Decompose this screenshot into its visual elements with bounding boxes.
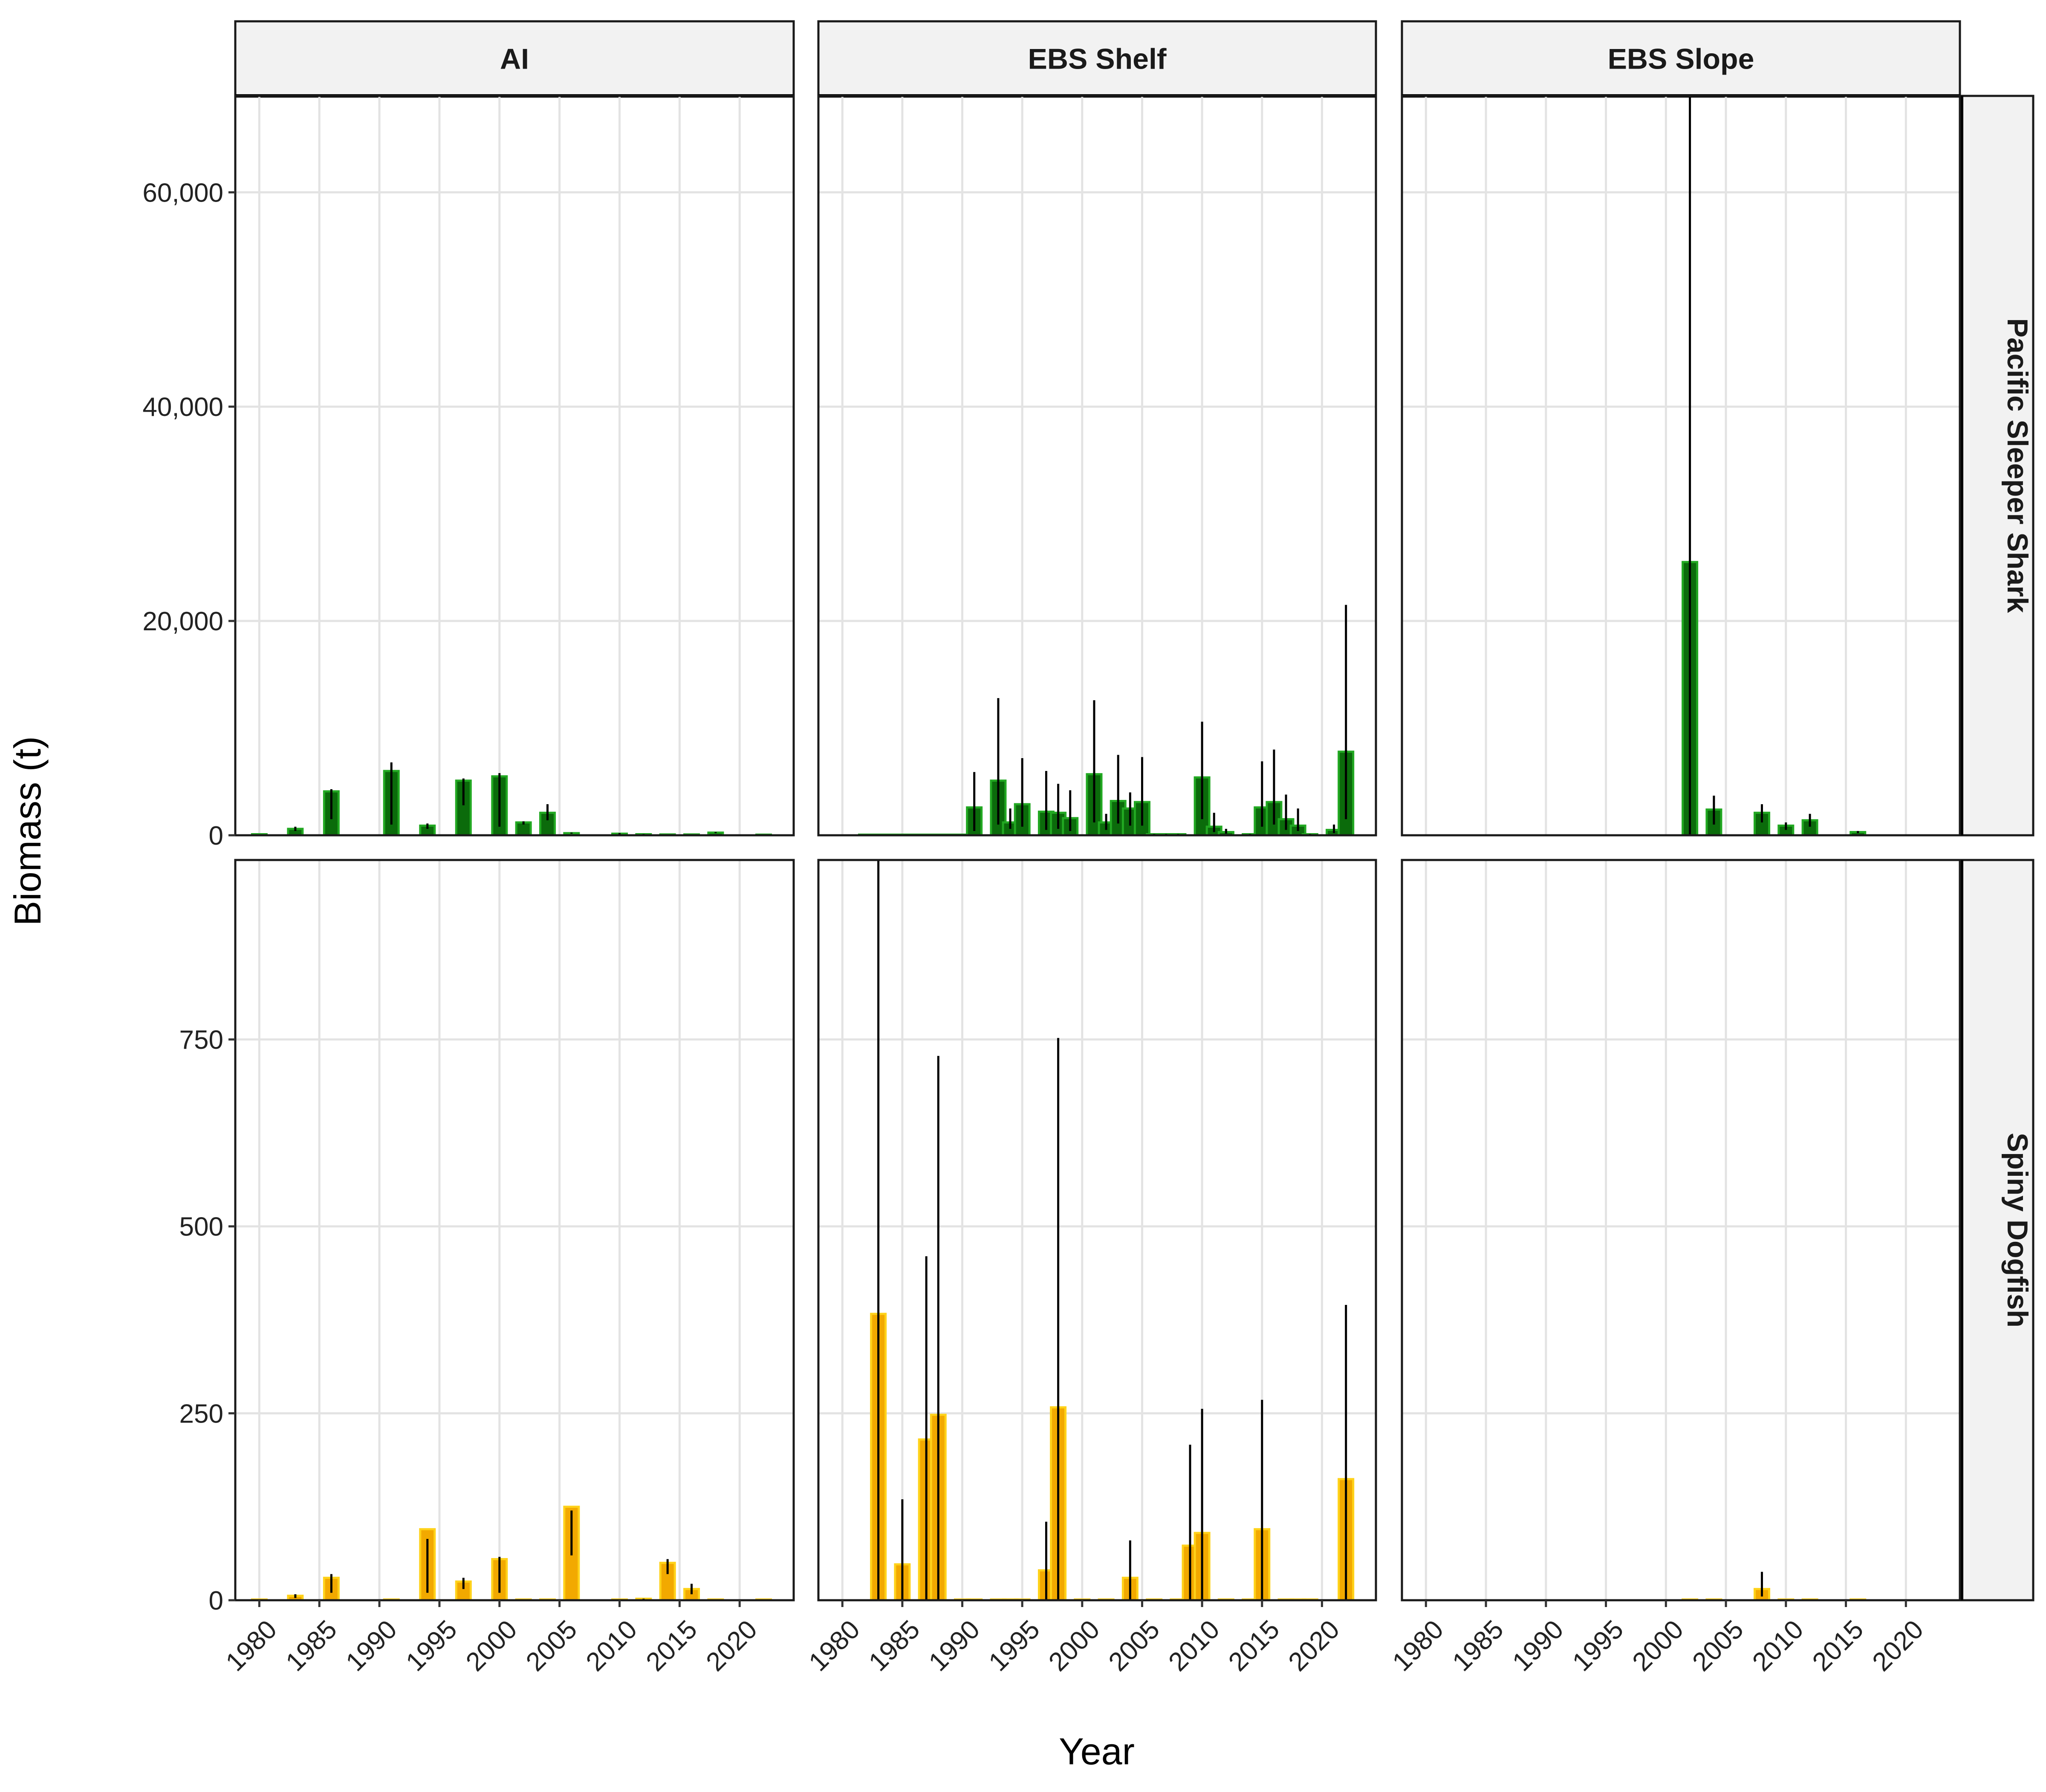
y-tick-label: 20,000 bbox=[142, 607, 223, 636]
panel-border bbox=[1401, 95, 1961, 837]
panel-spiny-dogfish-ai: 0250500750198019851990199520002005201020… bbox=[179, 859, 795, 1677]
panels-layer: AI EBS Shelf EBS Slope Pacific Sleeper Shar… bbox=[142, 20, 2034, 1677]
y-tick-label: 0 bbox=[209, 821, 223, 851]
column-strip-label: AI bbox=[500, 43, 529, 75]
row-strip-spiny-dogfish bbox=[1960, 859, 2034, 1602]
y-tick-label: 0 bbox=[209, 1586, 223, 1616]
y-tick-label: 250 bbox=[179, 1399, 223, 1428]
panel-pacific-sleeper-shark-ebs-slope bbox=[1401, 95, 1961, 837]
column-strip-label: EBS Slope bbox=[1608, 43, 1754, 75]
column-strip-label: EBS Shelf bbox=[1028, 43, 1167, 75]
panel-border bbox=[1401, 859, 1961, 1602]
panel-border bbox=[817, 859, 1377, 1602]
y-tick-label: 500 bbox=[179, 1212, 223, 1242]
column-strip-ai bbox=[234, 20, 795, 97]
row-strip-pacific-sleeper-shark bbox=[1960, 95, 2034, 837]
panel-border bbox=[234, 859, 795, 1602]
panel-border bbox=[234, 95, 795, 837]
panel-pacific-sleeper-shark-ebs-shelf bbox=[817, 95, 1377, 837]
x-axis-title: Year bbox=[1059, 1730, 1135, 1772]
y-tick-label: 60,000 bbox=[142, 178, 223, 208]
column-strip-ebs-shelf bbox=[817, 20, 1377, 97]
column-strip-ebs-slope bbox=[1401, 20, 1961, 97]
row-strip-label: Pacific Sleeper Shark bbox=[2001, 318, 2034, 613]
y-tick-label: 40,000 bbox=[142, 392, 223, 422]
panel-border bbox=[817, 95, 1377, 837]
panel-pacific-sleeper-shark-ai: 0 20,000 40,000 60,000 bbox=[142, 95, 795, 851]
row-strip-label: Spiny Dogfish bbox=[2001, 1133, 2034, 1327]
y-axis-title: Biomass (t) bbox=[6, 736, 49, 926]
y-tick-label: 750 bbox=[179, 1025, 223, 1055]
